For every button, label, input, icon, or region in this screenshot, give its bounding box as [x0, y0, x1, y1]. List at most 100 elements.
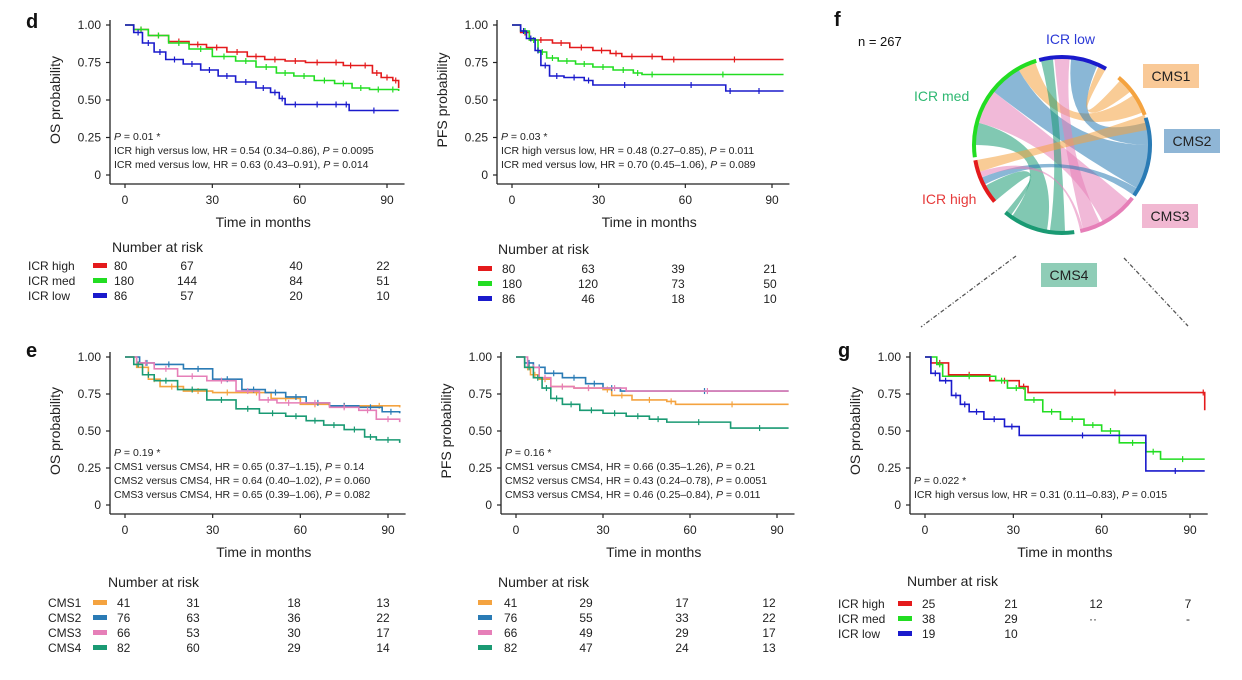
y-tick-label: 0.75: [878, 387, 902, 401]
occlusion-patch: [1020, 612, 1242, 680]
risk-value: 29: [675, 626, 689, 640]
km-curve-icr-med: [512, 24, 784, 76]
risk-row-swatch: [478, 645, 492, 650]
y-axis-label: PFS probability: [434, 53, 450, 148]
km-curve-icr-low: [925, 356, 1205, 472]
risk-value: 51: [376, 274, 390, 288]
risk-value: 14: [376, 641, 390, 655]
risk-value: 22: [376, 259, 390, 273]
risk-value: 39: [671, 262, 685, 276]
x-tick-label: 30: [206, 193, 220, 207]
x-tick-label: 60: [293, 193, 307, 207]
chord-label-icr-high: ICR high: [922, 191, 976, 207]
risk-value: 12: [762, 596, 776, 610]
hazard-ratio-annotation: CMS3 versus CMS4, HR = 0.65 (0.39–1.06),…: [114, 489, 370, 501]
chord-ribbon: [984, 171, 1032, 217]
risk-row-swatch: [93, 293, 107, 298]
risk-row-label: CMS4: [48, 641, 82, 655]
risk-row-swatch: [93, 263, 107, 268]
risk-value: 73: [671, 277, 685, 291]
risk-value: 21: [763, 262, 777, 276]
risk-value: 63: [581, 262, 595, 276]
risk-value: 66: [117, 626, 131, 640]
x-tick-label: 0: [509, 193, 516, 207]
risk-value: 76: [504, 611, 518, 625]
x-tick-label: 30: [206, 523, 220, 537]
y-axis-label: OS probability: [847, 387, 863, 475]
risk-value: 180: [502, 277, 522, 291]
risk-value: 7: [1185, 597, 1192, 611]
y-tick-label: 0.50: [78, 93, 102, 107]
chord-label-cms4: CMS4: [1050, 267, 1089, 283]
risk-value: 40: [289, 259, 303, 273]
risk-value: 49: [579, 626, 593, 640]
risk-table-title: Number at risk: [498, 241, 590, 257]
y-tick-label: 0.25: [878, 461, 902, 475]
x-tick-label: 60: [1095, 523, 1109, 537]
x-tick-label: 0: [122, 523, 129, 537]
risk-row-label: ICR high: [838, 597, 885, 611]
risk-value: 47: [579, 641, 593, 655]
y-tick-label: 0.75: [465, 56, 489, 70]
x-tick-label: 60: [294, 523, 308, 537]
risk-row-label: ICR low: [838, 627, 880, 641]
y-tick-label: 0.50: [469, 424, 493, 438]
x-tick-label: 0: [513, 523, 520, 537]
p-value-annotation: P = 0.19 *: [114, 447, 160, 459]
risk-value: 36: [287, 611, 301, 625]
risk-value: 21: [1004, 597, 1018, 611]
km-plot-g-os: 0 0.25 0.50 0.75 1.00 0 30 60 90 Time in months OS…: [838, 350, 1208, 641]
x-tick-label: 30: [596, 523, 610, 537]
risk-value: 13: [376, 596, 390, 610]
risk-row-swatch: [478, 630, 492, 635]
km-plot-d-os: 0 0.25 0.50 0.75 1.00 0 30 60 90 Time in months OS…: [28, 18, 405, 303]
y-tick-label: 0.50: [465, 93, 489, 107]
chord-arc-cms3: [1079, 196, 1134, 234]
risk-row-swatch: [898, 601, 912, 606]
chord-label-box: [1142, 204, 1198, 228]
risk-table: Number at risk 41 29 17 12 76 55 33 22 66 49 29 17 82…: [478, 574, 776, 655]
risk-value: 144: [177, 274, 197, 288]
y-tick-label: 0: [481, 168, 488, 182]
km-plot-e-os: 0 0.25 0.50 0.75 1.00 0 30 60 90 Time in months OS…: [47, 350, 406, 655]
km-plot-d-pfs: 0 0.25 0.50 0.75 1.00 0 30 60 90 Time in months PF…: [434, 18, 790, 306]
risk-value: 29: [287, 641, 301, 655]
chord-label-box: [1143, 64, 1199, 88]
risk-row-label: CMS2: [48, 611, 82, 625]
chord-arc-cms1: [1117, 76, 1147, 116]
risk-value: 53: [186, 626, 200, 640]
y-tick-label: 0: [94, 168, 101, 182]
chord-ribbon: [974, 122, 1050, 232]
chord-label-icr-low: ICR low: [1046, 31, 1096, 47]
risk-value: 13: [762, 641, 776, 655]
hazard-ratio-annotation: ICR high versus low, HR = 0.48 (0.27–0.8…: [501, 145, 754, 157]
y-tick-label: 0.25: [78, 131, 102, 145]
risk-row-swatch: [478, 615, 492, 620]
x-tick-label: 90: [765, 193, 779, 207]
y-axis-label: OS probability: [47, 387, 63, 475]
risk-row-swatch: [93, 600, 107, 605]
risk-value: 24: [675, 641, 689, 655]
risk-value: 86: [114, 289, 128, 303]
risk-value: 17: [675, 596, 689, 610]
x-tick-label: 90: [380, 193, 394, 207]
risk-value: 31: [186, 596, 200, 610]
risk-value: 80: [502, 262, 516, 276]
chord-ribbon: [1086, 65, 1132, 113]
km-curve-icr-high: [925, 356, 1206, 411]
risk-table: Number at risk 80 63 39 21 180 120 73 50 86 46 18 10: [478, 241, 777, 306]
y-tick-label: 0.25: [78, 461, 102, 475]
x-axis-label: Time in months: [1017, 544, 1112, 560]
chord-label-cms2: CMS2: [1173, 133, 1212, 149]
risk-table: Number at risk CMS1 41 31 18 13 CMS2 76 63 36 22 CM…: [48, 574, 390, 655]
x-axis-label: Time in months: [216, 214, 311, 230]
y-tick-label: 1.00: [78, 350, 102, 364]
chord-ribbon: [978, 165, 1084, 232]
p-value-annotation: P = 0.03 *: [501, 131, 547, 143]
chord-ribbon: [1054, 57, 1101, 231]
hazard-ratio-annotation: CMS3 versus CMS4, HR = 0.46 (0.25–0.84),…: [505, 489, 761, 501]
risk-value: 29: [1004, 612, 1018, 626]
panel-letter-g: g: [838, 340, 850, 362]
x-tick-label: 30: [1007, 523, 1021, 537]
